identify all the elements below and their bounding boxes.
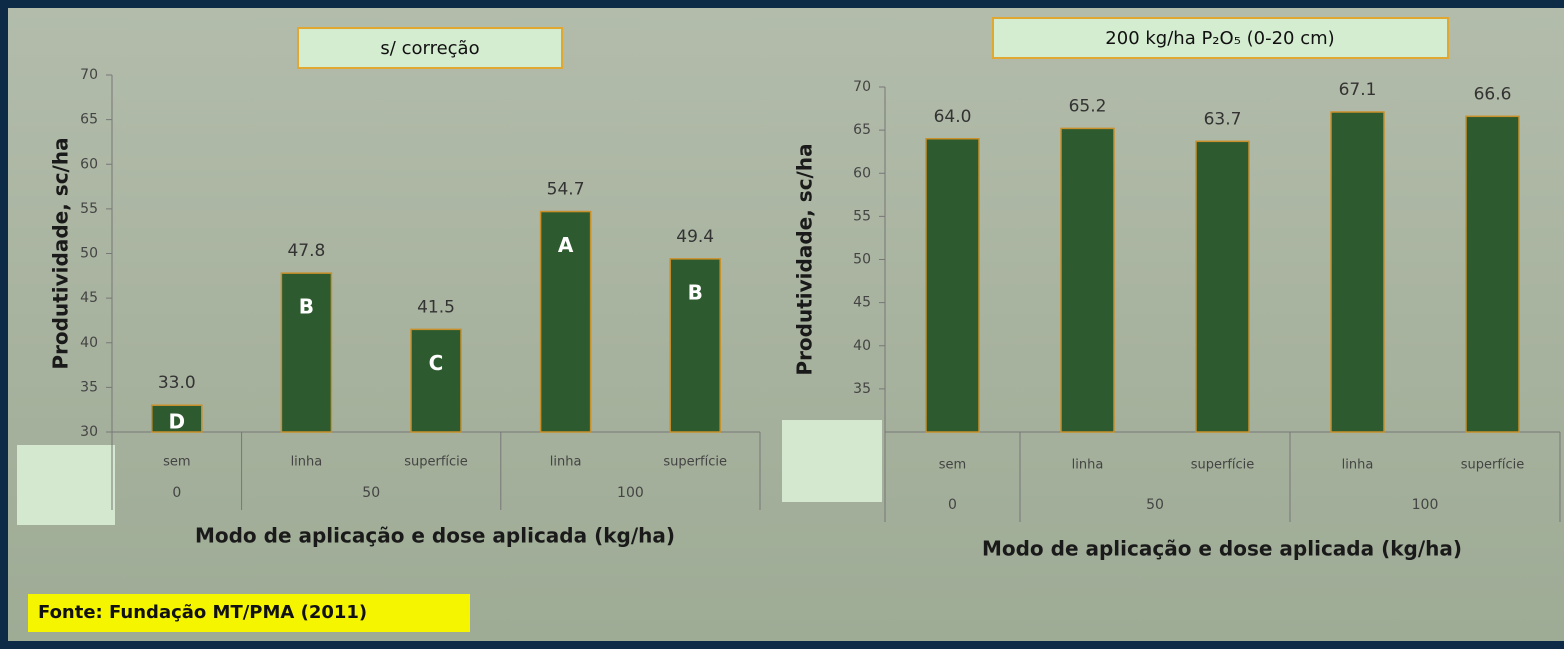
source-box: [28, 594, 470, 632]
bar: [1195, 140, 1250, 433]
y-axis-label: Produtividade, sc/ha: [793, 143, 817, 375]
value-label: 54.7: [547, 180, 585, 200]
x-tick-label: linha: [291, 455, 323, 470]
bar: [1465, 115, 1520, 433]
background: [8, 8, 1564, 641]
group-label: 100: [1412, 497, 1439, 513]
bar: [1060, 127, 1115, 433]
source: Fonte: Fundação MT/PMA (2011): [38, 602, 367, 623]
bar-letter: B: [299, 295, 314, 319]
chart-title: s/ correção: [380, 38, 479, 59]
value-label: 63.7: [1204, 109, 1242, 129]
y-tick-label: 35: [80, 379, 98, 395]
x-tick-label: linha: [1342, 458, 1374, 473]
value-label: 65.2: [1069, 96, 1107, 116]
value-label: 67.1: [1339, 80, 1377, 100]
bar-letter: D: [168, 410, 185, 434]
bar: [539, 210, 592, 433]
x-tick-label: linha: [1072, 458, 1104, 473]
group-label: 0: [948, 497, 957, 513]
y-tick-label: 60: [853, 165, 871, 181]
x-tick-label: superfície: [1461, 458, 1525, 473]
title-box: [297, 27, 563, 69]
cover-box: [782, 420, 882, 502]
bar: [1330, 111, 1385, 433]
value-label: 33.0: [158, 373, 196, 393]
y-tick-label: 50: [853, 252, 871, 268]
x-axis-label: Modo de aplicação e dose aplicada (kg/ha…: [195, 524, 675, 548]
bar-letter: C: [429, 351, 444, 375]
bar: [151, 404, 203, 433]
group-label: 50: [1146, 497, 1164, 513]
x-tick-label: superfície: [1191, 458, 1255, 473]
y-tick-label: 65: [853, 122, 871, 138]
cover-box: [17, 445, 115, 525]
y-tick-label: 70: [853, 79, 871, 95]
y-tick-label: 65: [80, 112, 98, 128]
group-label: 50: [362, 485, 380, 501]
x-tick-label: sem: [163, 455, 190, 470]
y-tick-label: 55: [80, 201, 98, 217]
y-axis-label: Produtividade, sc/ha: [49, 137, 73, 369]
y-tick-label: 70: [80, 67, 98, 83]
y-tick-label: 40: [853, 338, 871, 354]
y-tick-label: 45: [80, 290, 98, 306]
bar-letter: A: [558, 233, 574, 257]
bar: [280, 272, 333, 433]
chart-title: 200 kg/ha P₂O₅ (0-20 cm): [1105, 28, 1334, 49]
y-tick-label: 40: [80, 335, 98, 351]
y-tick-label: 60: [80, 156, 98, 172]
value-label: 41.5: [417, 297, 455, 317]
y-tick-label: 45: [853, 295, 871, 311]
group-label: 100: [617, 485, 644, 501]
x-tick-label: sem: [939, 458, 966, 473]
x-tick-label: linha: [550, 455, 582, 470]
bar: [669, 258, 721, 433]
title-box: [992, 17, 1449, 59]
value-label: 64.0: [934, 107, 972, 127]
value-label: 49.4: [676, 227, 714, 247]
value-label: 47.8: [287, 241, 325, 261]
x-axis-label: Modo de aplicação e dose aplicada (kg/ha…: [982, 537, 1462, 561]
value-label: 66.6: [1474, 84, 1512, 104]
x-tick-label: superfície: [663, 455, 727, 470]
y-tick-label: 35: [853, 381, 871, 397]
bar-letter: B: [688, 280, 703, 304]
bar: [925, 138, 980, 433]
y-tick-label: 30: [80, 424, 98, 440]
group-label: 0: [172, 485, 181, 501]
bar: [410, 328, 462, 433]
y-tick-label: 50: [80, 246, 98, 262]
x-tick-label: superfície: [404, 455, 468, 470]
y-tick-label: 55: [853, 208, 871, 224]
